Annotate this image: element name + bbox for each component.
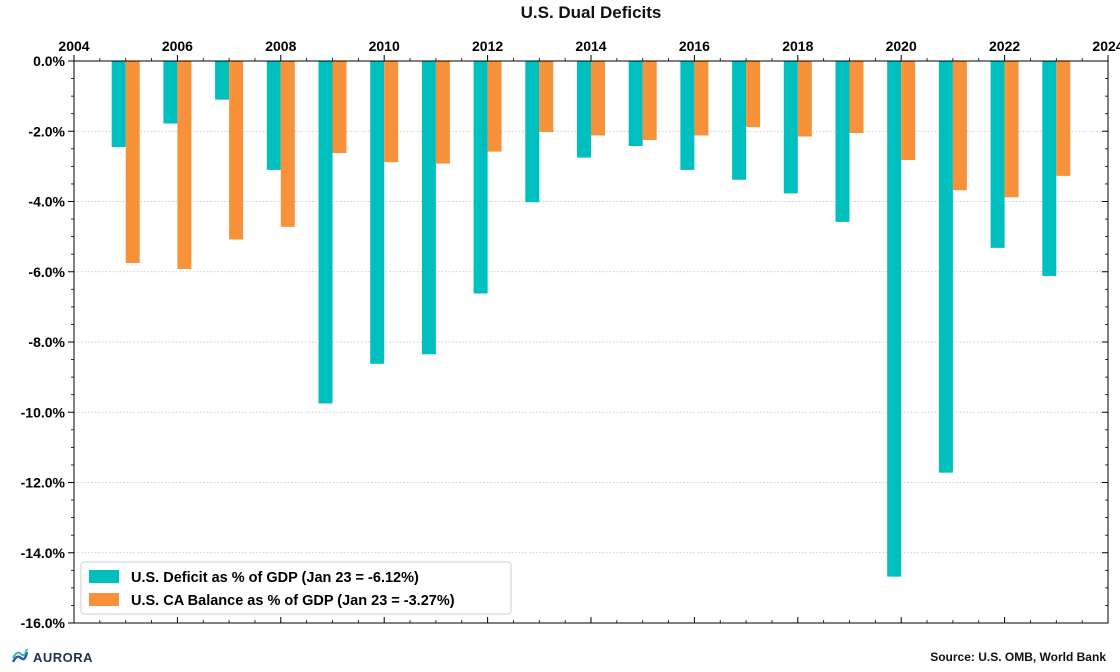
x-tick-label: 2016 <box>679 38 710 54</box>
bar-ca-balance-2006 <box>177 61 192 269</box>
bar-deficit-2014 <box>577 61 591 158</box>
bar-deficit-2009 <box>318 61 333 404</box>
bar-ca-balance-2013 <box>539 61 554 132</box>
bar-deficit-2021 <box>938 61 953 473</box>
bar-ca-balance-2018 <box>797 61 812 137</box>
y-tick-label: -10.0% <box>21 404 66 420</box>
logo-text: AURORA <box>33 649 94 665</box>
x-tick-label: 2006 <box>162 38 193 54</box>
bar-ca-balance-2005 <box>125 61 140 263</box>
bar-ca-balance-2009 <box>332 61 347 154</box>
bar-ca-balance-2020 <box>901 61 916 161</box>
x-tick-label: 2010 <box>369 38 400 54</box>
bar-ca-balance-2014 <box>591 61 605 136</box>
x-tick-label: 2020 <box>886 38 917 54</box>
legend-label: U.S. Deficit as % of GDP (Jan 23 = -6.12… <box>131 570 419 586</box>
bar-deficit-2013 <box>525 61 540 203</box>
y-tick-label: -14.0% <box>21 545 66 561</box>
y-tick-label: -12.0% <box>21 475 66 491</box>
bar-deficit-2022 <box>990 61 1005 248</box>
x-tick-label: 2024 <box>1092 38 1120 54</box>
bar-ca-balance-2022 <box>1004 61 1019 198</box>
bar-deficit-2019 <box>835 61 850 222</box>
bar-deficit-2011 <box>421 61 436 355</box>
aurora-wave-icon <box>12 649 28 663</box>
bar-deficit-2008 <box>266 61 281 170</box>
aurora-logo: AURORA <box>12 649 93 665</box>
x-tick-label: 2012 <box>472 38 503 54</box>
legend-label: U.S. CA Balance as % of GDP (Jan 23 = -3… <box>131 593 455 609</box>
bar-ca-balance-2010 <box>384 61 399 163</box>
y-tick-label: -4.0% <box>28 194 65 210</box>
bar-ca-balance-2021 <box>952 61 967 191</box>
legend: U.S. Deficit as % of GDP (Jan 23 = -6.12… <box>80 561 512 615</box>
bar-ca-balance-2011 <box>435 61 450 164</box>
y-tick-label: -2.0% <box>28 123 65 139</box>
bar-deficit-2023 <box>1042 61 1057 276</box>
bar-deficit-2012 <box>473 61 488 294</box>
bar-deficit-2010 <box>370 61 385 364</box>
bar-ca-balance-2012 <box>487 61 502 152</box>
x-tick-label: 2008 <box>265 38 296 54</box>
y-tick-label: -16.0% <box>21 615 66 631</box>
legend-swatch <box>89 593 119 606</box>
bar-ca-balance-2019 <box>849 61 864 134</box>
bar-ca-balance-2015 <box>642 61 657 141</box>
bar-ca-balance-2008 <box>280 61 295 227</box>
bar-deficit-2018 <box>783 61 798 194</box>
bar-deficit-2015 <box>628 61 643 147</box>
bar-ca-balance-2016 <box>694 61 709 136</box>
bar-ca-balance-2023 <box>1056 61 1071 176</box>
axes: 0.0% -2.0% -4.0% -6.0% -8.0% -10.0% -12.0% -14.… <box>21 38 1120 631</box>
y-tick-label: -6.0% <box>28 264 65 280</box>
bar-deficit-2007 <box>215 61 230 100</box>
y-tick-label: 0.0% <box>33 53 65 69</box>
bar-ca-balance-2007 <box>229 61 244 240</box>
bar-deficit-2020 <box>887 61 902 577</box>
bar-deficit-2017 <box>732 61 747 180</box>
y-tick-label: -8.0% <box>28 334 65 350</box>
bar-deficit-2005 <box>111 61 126 148</box>
x-tick-label: 2004 <box>58 38 89 54</box>
x-tick-label: 2014 <box>575 38 606 54</box>
bars <box>111 61 1071 577</box>
bar-ca-balance-2017 <box>746 61 761 128</box>
legend-swatch <box>89 570 119 583</box>
chart-title: U.S. Dual Deficits <box>521 3 662 22</box>
bar-deficit-2006 <box>163 61 178 124</box>
x-tick-label: 2018 <box>782 38 813 54</box>
source-note: Source: U.S. OMB, World Bank <box>930 650 1106 664</box>
legend-box <box>80 561 512 615</box>
x-tick-label: 2022 <box>989 38 1020 54</box>
bar-deficit-2016 <box>680 61 695 170</box>
